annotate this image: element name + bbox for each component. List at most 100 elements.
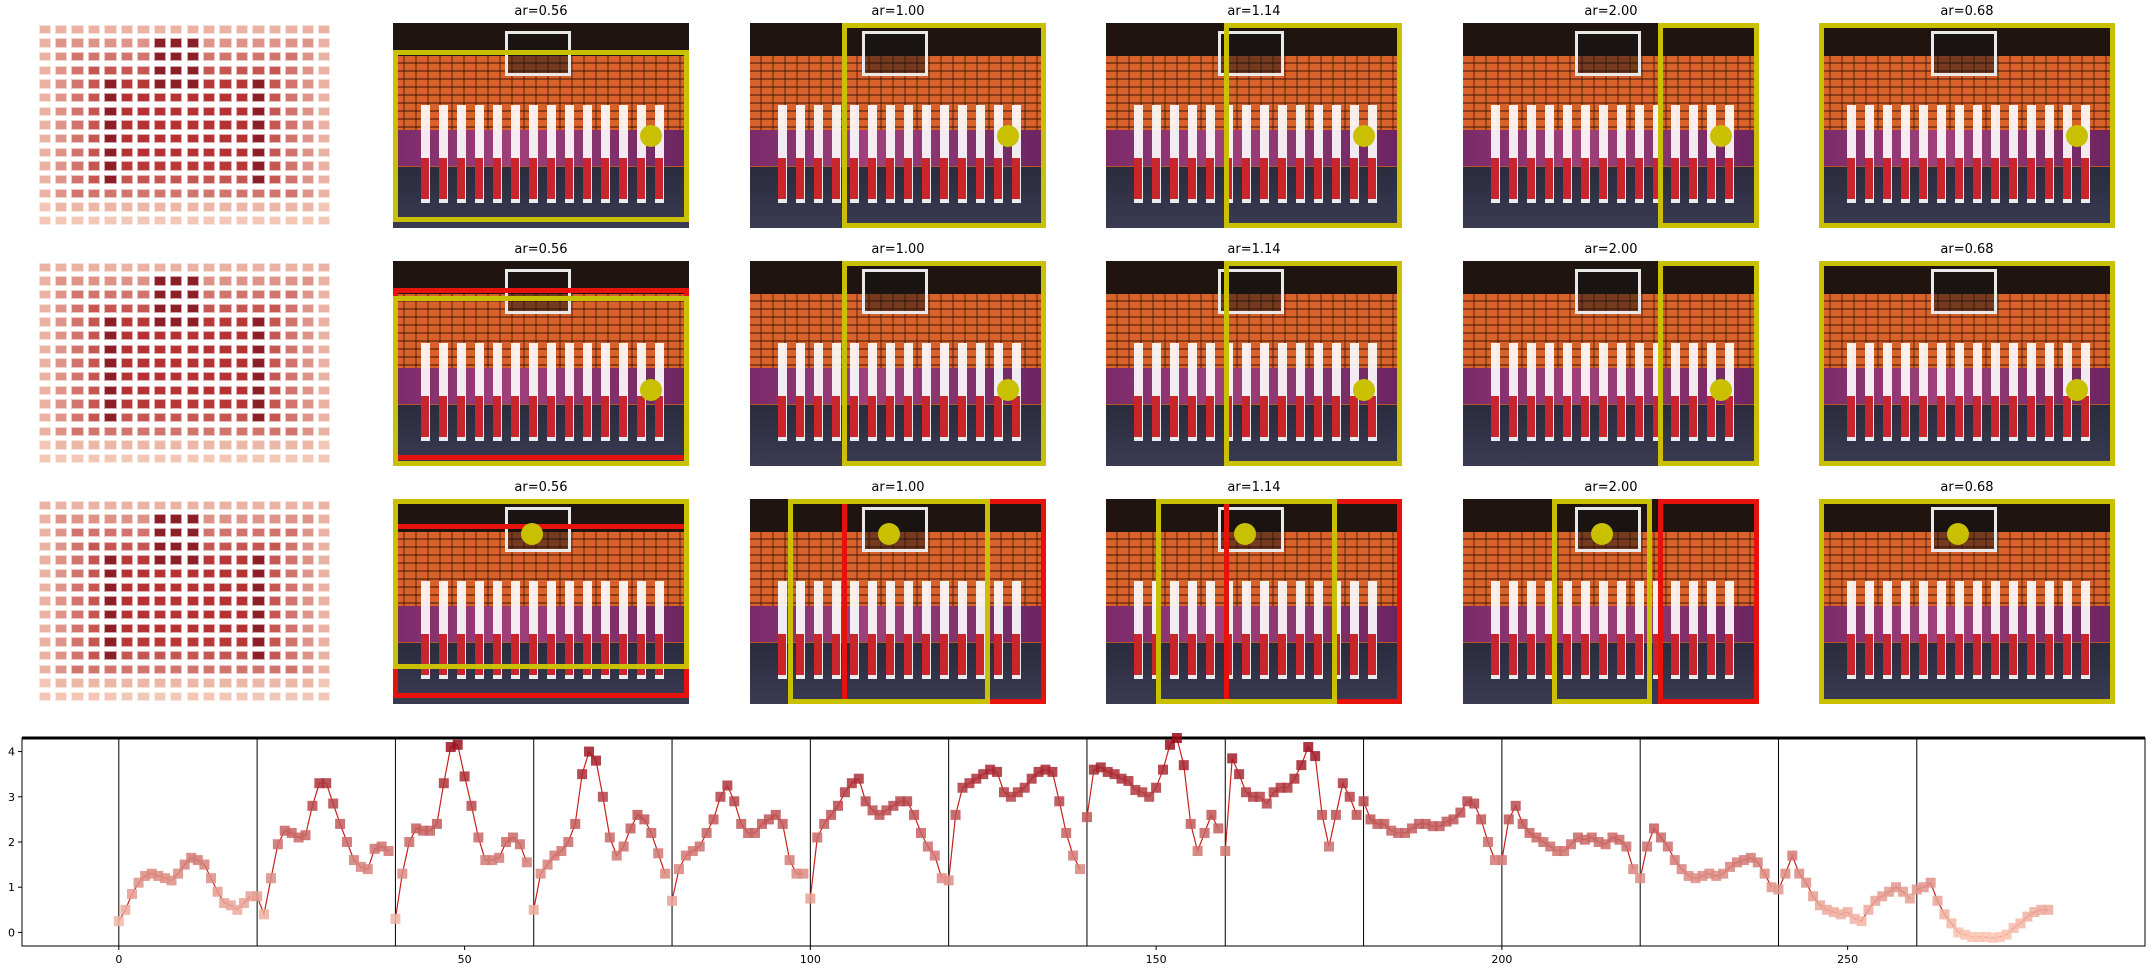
heatmap-cell <box>137 500 150 511</box>
heatmap-cell <box>170 500 183 511</box>
heatmap-cell <box>186 79 199 89</box>
heatmap-cell <box>170 317 183 327</box>
score-point-marker <box>126 889 137 899</box>
score-point-marker <box>362 864 373 875</box>
score-point-marker <box>1393 827 1404 838</box>
heatmap-cell <box>318 609 331 620</box>
heatmap-cell <box>301 330 315 341</box>
heatmap-cell <box>318 691 331 702</box>
score-point-marker <box>1953 927 1964 938</box>
heatmap-cell <box>301 38 315 48</box>
heatmap-cell <box>285 426 298 437</box>
score-point-marker <box>957 782 968 793</box>
score-point-marker <box>1635 873 1646 884</box>
heatmap-cell <box>219 637 232 647</box>
saliency-point-marker <box>1709 124 1732 147</box>
score-point-marker <box>1109 769 1120 780</box>
heatmap-cell <box>219 262 232 273</box>
heatmap-cell <box>71 453 84 464</box>
heatmap-cell <box>38 79 51 89</box>
heatmap-cell <box>137 330 150 341</box>
photo-legs <box>416 158 672 200</box>
heatmap-cell <box>219 596 232 606</box>
heatmap-cell <box>87 358 101 368</box>
heatmap-cell <box>202 412 216 423</box>
heatmap-cell <box>153 262 167 273</box>
score-point-marker <box>1614 834 1625 845</box>
heatmap-cell <box>71 202 84 212</box>
photo-board <box>1575 31 1641 77</box>
heatmap-cell <box>219 303 232 314</box>
score-point-marker <box>604 832 615 843</box>
score-point-marker <box>1752 857 1763 868</box>
score-point-marker <box>376 841 387 852</box>
heatmap-cell <box>120 161 134 171</box>
heatmap-cell <box>71 582 84 593</box>
heatmap-cell <box>87 527 101 538</box>
score-point-marker <box>1870 895 1881 906</box>
score-series-line <box>1224 745 1358 852</box>
heatmap-cell <box>137 120 150 130</box>
heatmap-cell <box>186 174 199 185</box>
heatmap-cell <box>252 188 265 199</box>
heatmap-cell <box>202 440 216 450</box>
heatmap-cell <box>235 555 249 565</box>
heatmap-cell <box>137 412 150 423</box>
heatmap-cell <box>268 609 282 620</box>
heatmap-cell <box>87 582 101 593</box>
heatmap-cell <box>301 79 315 89</box>
heatmap-cell <box>153 38 167 48</box>
heatmap-cell <box>318 161 331 171</box>
heatmap-cell <box>318 174 331 185</box>
heatmap-cell <box>153 303 167 314</box>
heatmap-cell <box>87 399 101 409</box>
heatmap-cell <box>219 38 232 48</box>
heatmap-cell <box>104 568 117 579</box>
heatmap-cell <box>87 500 101 511</box>
heatmap-cell <box>268 412 282 423</box>
score-point-marker <box>1828 907 1839 918</box>
heatmap-cell <box>318 262 331 273</box>
heatmap-cell <box>268 276 282 286</box>
heatmap-cell <box>285 133 298 144</box>
heatmap-cell <box>38 440 51 450</box>
heatmap-cell <box>301 24 315 35</box>
heatmap-cell <box>137 303 150 314</box>
heatmap-cell <box>104 358 117 368</box>
heatmap-cell <box>87 317 101 327</box>
heatmap-cell <box>104 691 117 702</box>
score-point-marker <box>404 837 415 847</box>
heatmap-cell <box>137 664 150 675</box>
panel-title: ar=0.68 <box>1940 242 1994 257</box>
score-point-marker <box>1925 877 1936 888</box>
heatmap-cell <box>318 303 331 314</box>
heatmap-cell <box>285 500 298 511</box>
heatmap-cell <box>71 303 84 314</box>
heatmap-cell <box>120 426 134 437</box>
heatmap-cell <box>153 289 167 300</box>
heatmap-cell <box>268 38 282 48</box>
saliency-point-marker <box>521 522 544 545</box>
heatmap-cell <box>252 38 265 48</box>
heatmap-cell <box>170 527 183 538</box>
heatmap-cell <box>301 541 315 552</box>
heatmap-cell <box>170 106 183 117</box>
heatmap-cell <box>219 358 232 368</box>
heatmap-cell <box>153 65 167 76</box>
score-point-marker <box>915 827 926 838</box>
heatmap-cell <box>104 276 117 286</box>
heatmap-cell <box>252 289 265 300</box>
heatmap-cell <box>186 262 199 273</box>
heatmap-cell <box>71 120 84 130</box>
crop-photo-panel <box>1106 499 1402 704</box>
heatmap-cell <box>252 678 265 688</box>
score-point-marker <box>895 796 906 807</box>
heatmap-cell <box>38 385 51 396</box>
heatmap-cell <box>38 596 51 606</box>
panel-title: ar=1.14 <box>1227 480 1281 495</box>
attention-heatmap <box>37 499 333 704</box>
panel-title: ar=1.00 <box>871 242 925 257</box>
score-point-marker <box>521 857 532 868</box>
score-point-marker <box>2022 911 2033 922</box>
score-point-marker <box>1261 798 1272 809</box>
